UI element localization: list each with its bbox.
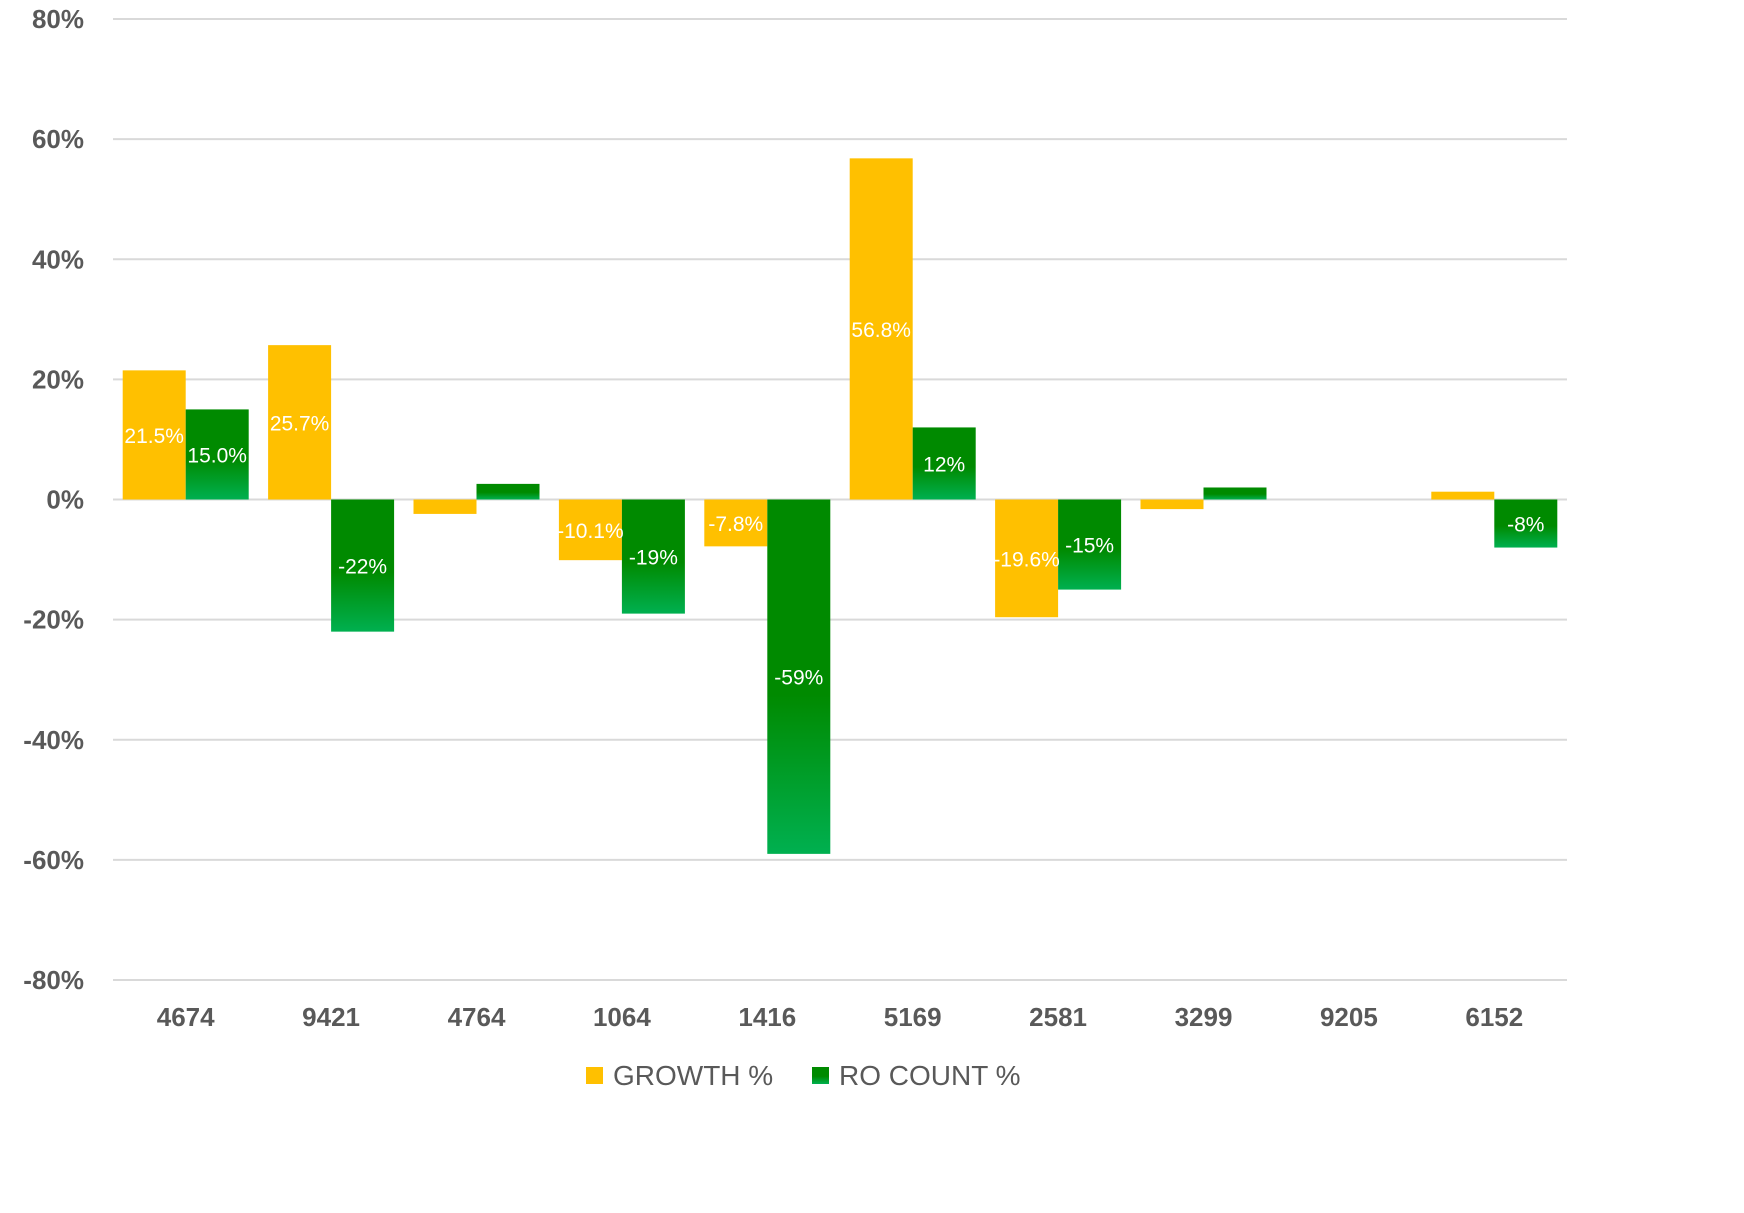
growth-data-label: 25.7% [270, 412, 330, 435]
growth-bar [995, 499, 1059, 618]
growth-bar [122, 370, 186, 500]
growth-bar [558, 499, 622, 561]
x-tick-label: 5169 [884, 1002, 942, 1032]
y-tick-label: 60% [32, 124, 84, 154]
growth-bar [704, 499, 768, 547]
x-axis-ticks: 4674 9421 4764 1064 1416 5169 2581 3299 9205 6152 [157, 1002, 1523, 1032]
ro-count-data-label: -22% [338, 556, 387, 579]
ro-count-bar [621, 499, 685, 614]
growth-bar [268, 345, 332, 500]
y-tick-label: 0% [46, 485, 84, 515]
y-tick-label: -40% [23, 725, 84, 755]
legend-ro-count-swatch [812, 1067, 829, 1084]
y-tick-label: -20% [23, 605, 84, 635]
data-labels: 21.5% 25.7% -10.1% -7.8% 56.8% -19.6% 15.0% -22… [124, 319, 1544, 690]
growth-bar [1140, 499, 1204, 510]
y-tick-label: 80% [32, 4, 84, 34]
growth-data-label: 56.8% [851, 319, 911, 342]
legend-growth-swatch [586, 1067, 603, 1084]
x-tick-label: 9205 [1320, 1002, 1378, 1032]
y-axis-ticks: 80% 60% 40% 20% 0% -20% -40% -60% -80% [23, 4, 84, 995]
y-tick-label: -60% [23, 845, 84, 875]
growth-data-label: -7.8% [708, 513, 763, 536]
growth-bar [849, 158, 913, 500]
ro-count-bar [1203, 487, 1267, 500]
x-tick-label: 3299 [1175, 1002, 1233, 1032]
growth-bar [413, 499, 477, 514]
legend-growth-label: GROWTH % [613, 1060, 773, 1091]
x-tick-label: 2581 [1029, 1002, 1087, 1032]
ro-count-data-label: -59% [774, 667, 823, 690]
x-tick-label: 6152 [1465, 1002, 1523, 1032]
ro-count-bar [912, 427, 976, 500]
legend-ro-count-label: RO COUNT % [839, 1060, 1021, 1091]
growth-data-label: -10.1% [557, 520, 624, 543]
ro-count-bar [476, 483, 540, 500]
legend: GROWTH % RO COUNT % [586, 1060, 1021, 1091]
ro-count-bar [1494, 499, 1558, 548]
y-tick-label: -80% [23, 965, 84, 995]
bars [122, 158, 1558, 854]
ro-count-data-label: -8% [1507, 514, 1544, 537]
ro-count-bar [185, 409, 249, 500]
ro-count-data-label: 12% [923, 453, 965, 476]
x-tick-label: 4674 [157, 1002, 215, 1032]
ro-count-bar [331, 499, 395, 632]
ro-count-data-label: -19% [629, 547, 678, 570]
y-tick-label: 20% [32, 364, 84, 394]
growth-bar [1431, 491, 1495, 500]
y-tick-label: 40% [32, 244, 84, 274]
ro-count-bar [1058, 499, 1122, 590]
x-tick-label: 4764 [448, 1002, 506, 1032]
ro-count-data-label: 15.0% [187, 444, 247, 467]
x-tick-label: 9421 [302, 1002, 360, 1032]
ro-count-data-label: -15% [1065, 535, 1114, 558]
x-tick-label: 1416 [738, 1002, 796, 1032]
x-tick-label: 1064 [593, 1002, 651, 1032]
growth-data-label: 21.5% [124, 425, 184, 448]
ro-count-bar [767, 499, 831, 854]
growth-data-label: -19.6% [993, 548, 1060, 571]
